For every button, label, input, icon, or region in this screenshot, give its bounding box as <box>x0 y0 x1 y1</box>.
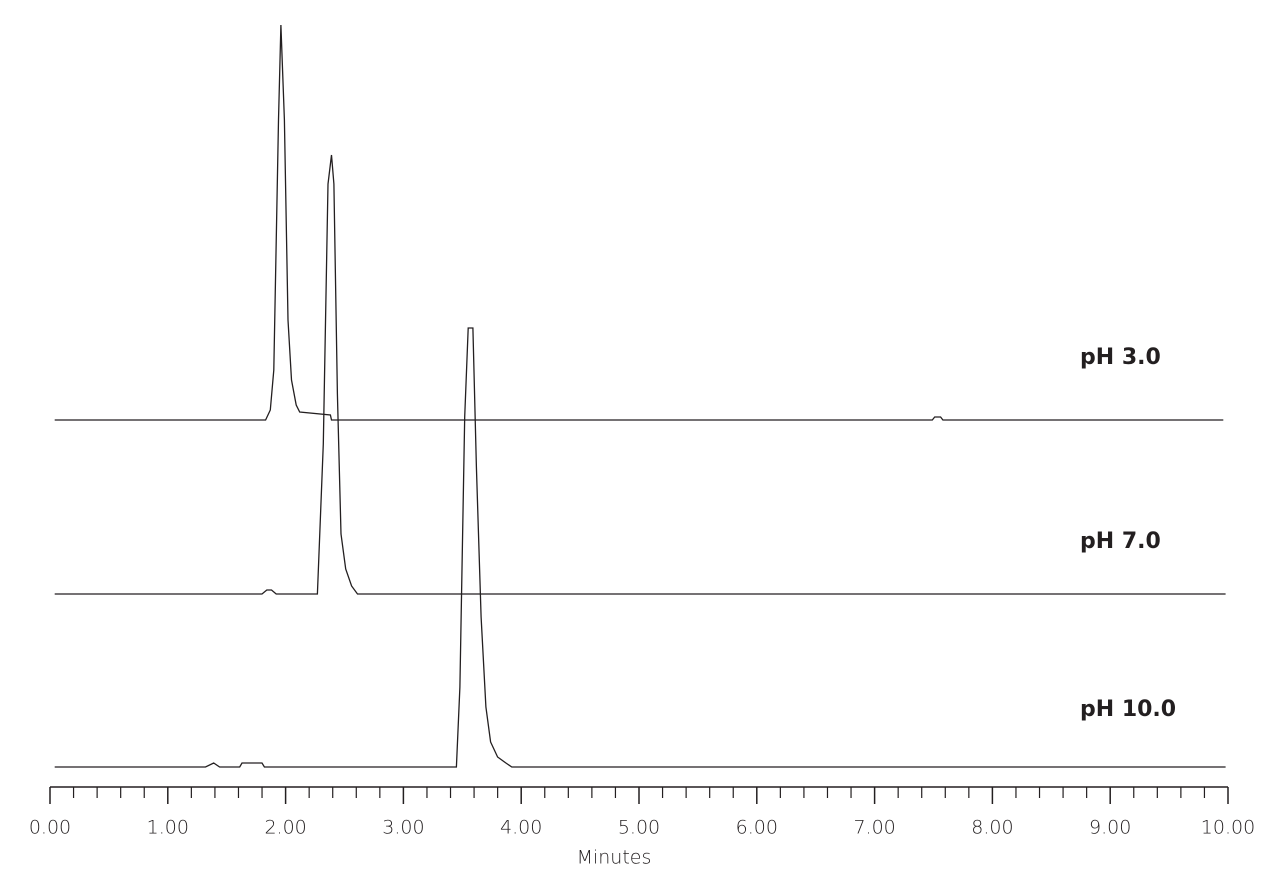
x-tick-label: 6.00 <box>736 817 778 839</box>
x-axis-label: Minutes <box>577 847 652 869</box>
x-tick-label: 4.00 <box>500 817 542 839</box>
trace <box>54 327 1226 768</box>
x-tick-label: 0.00 <box>29 817 71 839</box>
x-tick-label: 8.00 <box>971 817 1013 839</box>
trace <box>54 154 1226 595</box>
x-tick-label: 3.00 <box>382 817 424 839</box>
x-tick-label: 10.00 <box>1201 817 1255 839</box>
trace <box>54 24 1224 421</box>
x-tick-label: 7.00 <box>853 817 895 839</box>
x-tick-label: 1.00 <box>147 817 189 839</box>
series-label: pH 7.0 <box>1080 529 1161 554</box>
x-tick-label: 9.00 <box>1089 817 1131 839</box>
series-label: pH 10.0 <box>1080 697 1176 722</box>
x-tick-label: 2.00 <box>264 817 306 839</box>
series-label: pH 3.0 <box>1080 345 1161 370</box>
x-tick-label: 5.00 <box>618 817 660 839</box>
